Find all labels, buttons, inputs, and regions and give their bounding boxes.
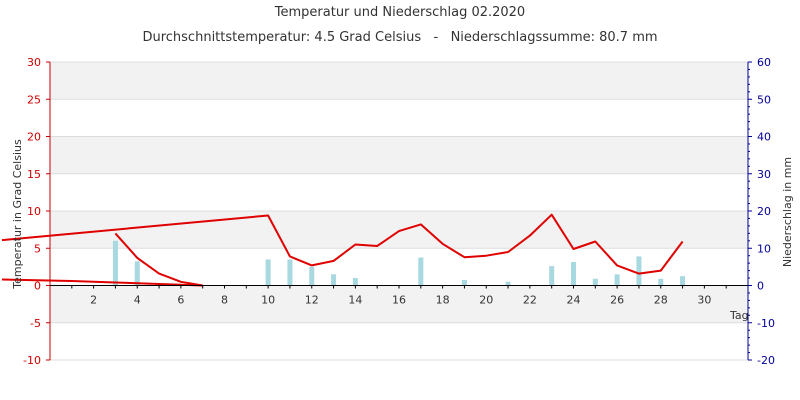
- y-right-tick-label: 10: [757, 242, 771, 255]
- axes: [46, 61, 752, 361]
- temperature-line: [114, 232, 203, 287]
- x-tick-label: 30: [697, 294, 711, 307]
- precip-bar: [352, 278, 358, 286]
- y-right-tick-label: 20: [757, 205, 771, 218]
- precip-bar: [549, 266, 555, 286]
- chart-subtitle: Durchschnittstemperatur: 4.5 Grad Celsiu…: [142, 30, 657, 45]
- precip-bar: [658, 278, 664, 286]
- precip-bar: [636, 256, 642, 286]
- plot-band: [50, 322, 748, 360]
- y-right-tick-label: 60: [757, 56, 771, 69]
- y-left-tick-label: 30: [27, 56, 41, 69]
- y-left-tick-label: 25: [27, 93, 41, 106]
- chart-title: Temperatur und Niederschlag 02.2020: [274, 5, 525, 20]
- plot-background: [50, 62, 748, 360]
- y-right-tick-label: -10: [757, 317, 775, 330]
- y-left-tick-label: -5: [30, 317, 41, 330]
- precip-bar: [418, 257, 424, 286]
- y-left-tick-label: 10: [27, 205, 41, 218]
- precip-bar: [614, 274, 620, 286]
- y-right-tick-label: 30: [757, 168, 771, 181]
- x-tick-label: 14: [348, 294, 362, 307]
- y-left-tick-label: 20: [27, 131, 41, 144]
- plot-band: [50, 285, 748, 323]
- x-tick-label: 10: [261, 294, 275, 307]
- precip-bar: [287, 259, 293, 286]
- precip-bar: [571, 262, 576, 286]
- y-left-tick-label: 0: [34, 280, 41, 293]
- precip-bar: [134, 261, 140, 286]
- temperature-line: [1, 213, 684, 275]
- precipitation-bars: [112, 240, 686, 286]
- y-right-tick-label: 0: [757, 280, 764, 293]
- x-tick-label: 22: [523, 294, 537, 307]
- x-tick-label: 6: [177, 294, 184, 307]
- x-tick-label: 12: [305, 294, 319, 307]
- precip-bar: [680, 276, 686, 286]
- plot-band: [50, 211, 748, 249]
- y-right-tick-label: 40: [757, 131, 771, 144]
- x-tick-label: 8: [221, 294, 228, 307]
- x-tick-label: 20: [479, 294, 493, 307]
- temperature-lines: [1, 213, 684, 287]
- temperature-line: [1, 278, 203, 287]
- x-tick-label: 28: [654, 294, 668, 307]
- x-tick-label: 16: [392, 294, 406, 307]
- precip-bar: [112, 240, 118, 286]
- y-left-tick-label: 15: [27, 168, 41, 181]
- x-tick-label: 26: [610, 294, 624, 307]
- y-axis-right-label: Niederschlag in mm: [781, 157, 794, 267]
- precip-bar: [461, 279, 467, 286]
- precip-bar: [331, 274, 337, 286]
- x-tick-label: 18: [436, 294, 450, 307]
- precip-bar: [592, 278, 598, 286]
- plot-band: [50, 248, 748, 286]
- x-tick-label: 24: [567, 294, 581, 307]
- x-axis-label: Tag: [729, 309, 749, 322]
- x-tick-label: 2: [90, 294, 97, 307]
- precip-bar: [505, 281, 511, 286]
- x-tick-label: 4: [134, 294, 141, 307]
- plot-band: [50, 62, 748, 100]
- precip-bar: [309, 266, 315, 286]
- y-axis-left-label: Temperatur in Grad Celsius: [11, 139, 24, 290]
- plot-band: [50, 99, 748, 137]
- y-left-tick-label: 5: [34, 242, 41, 255]
- y-right-tick-label: -20: [757, 354, 775, 367]
- y-right-tick-label: 50: [757, 93, 771, 106]
- y-left-tick-label: -10: [23, 354, 41, 367]
- precip-bar: [265, 259, 271, 286]
- plot-band: [50, 136, 748, 174]
- plot-band: [50, 173, 748, 211]
